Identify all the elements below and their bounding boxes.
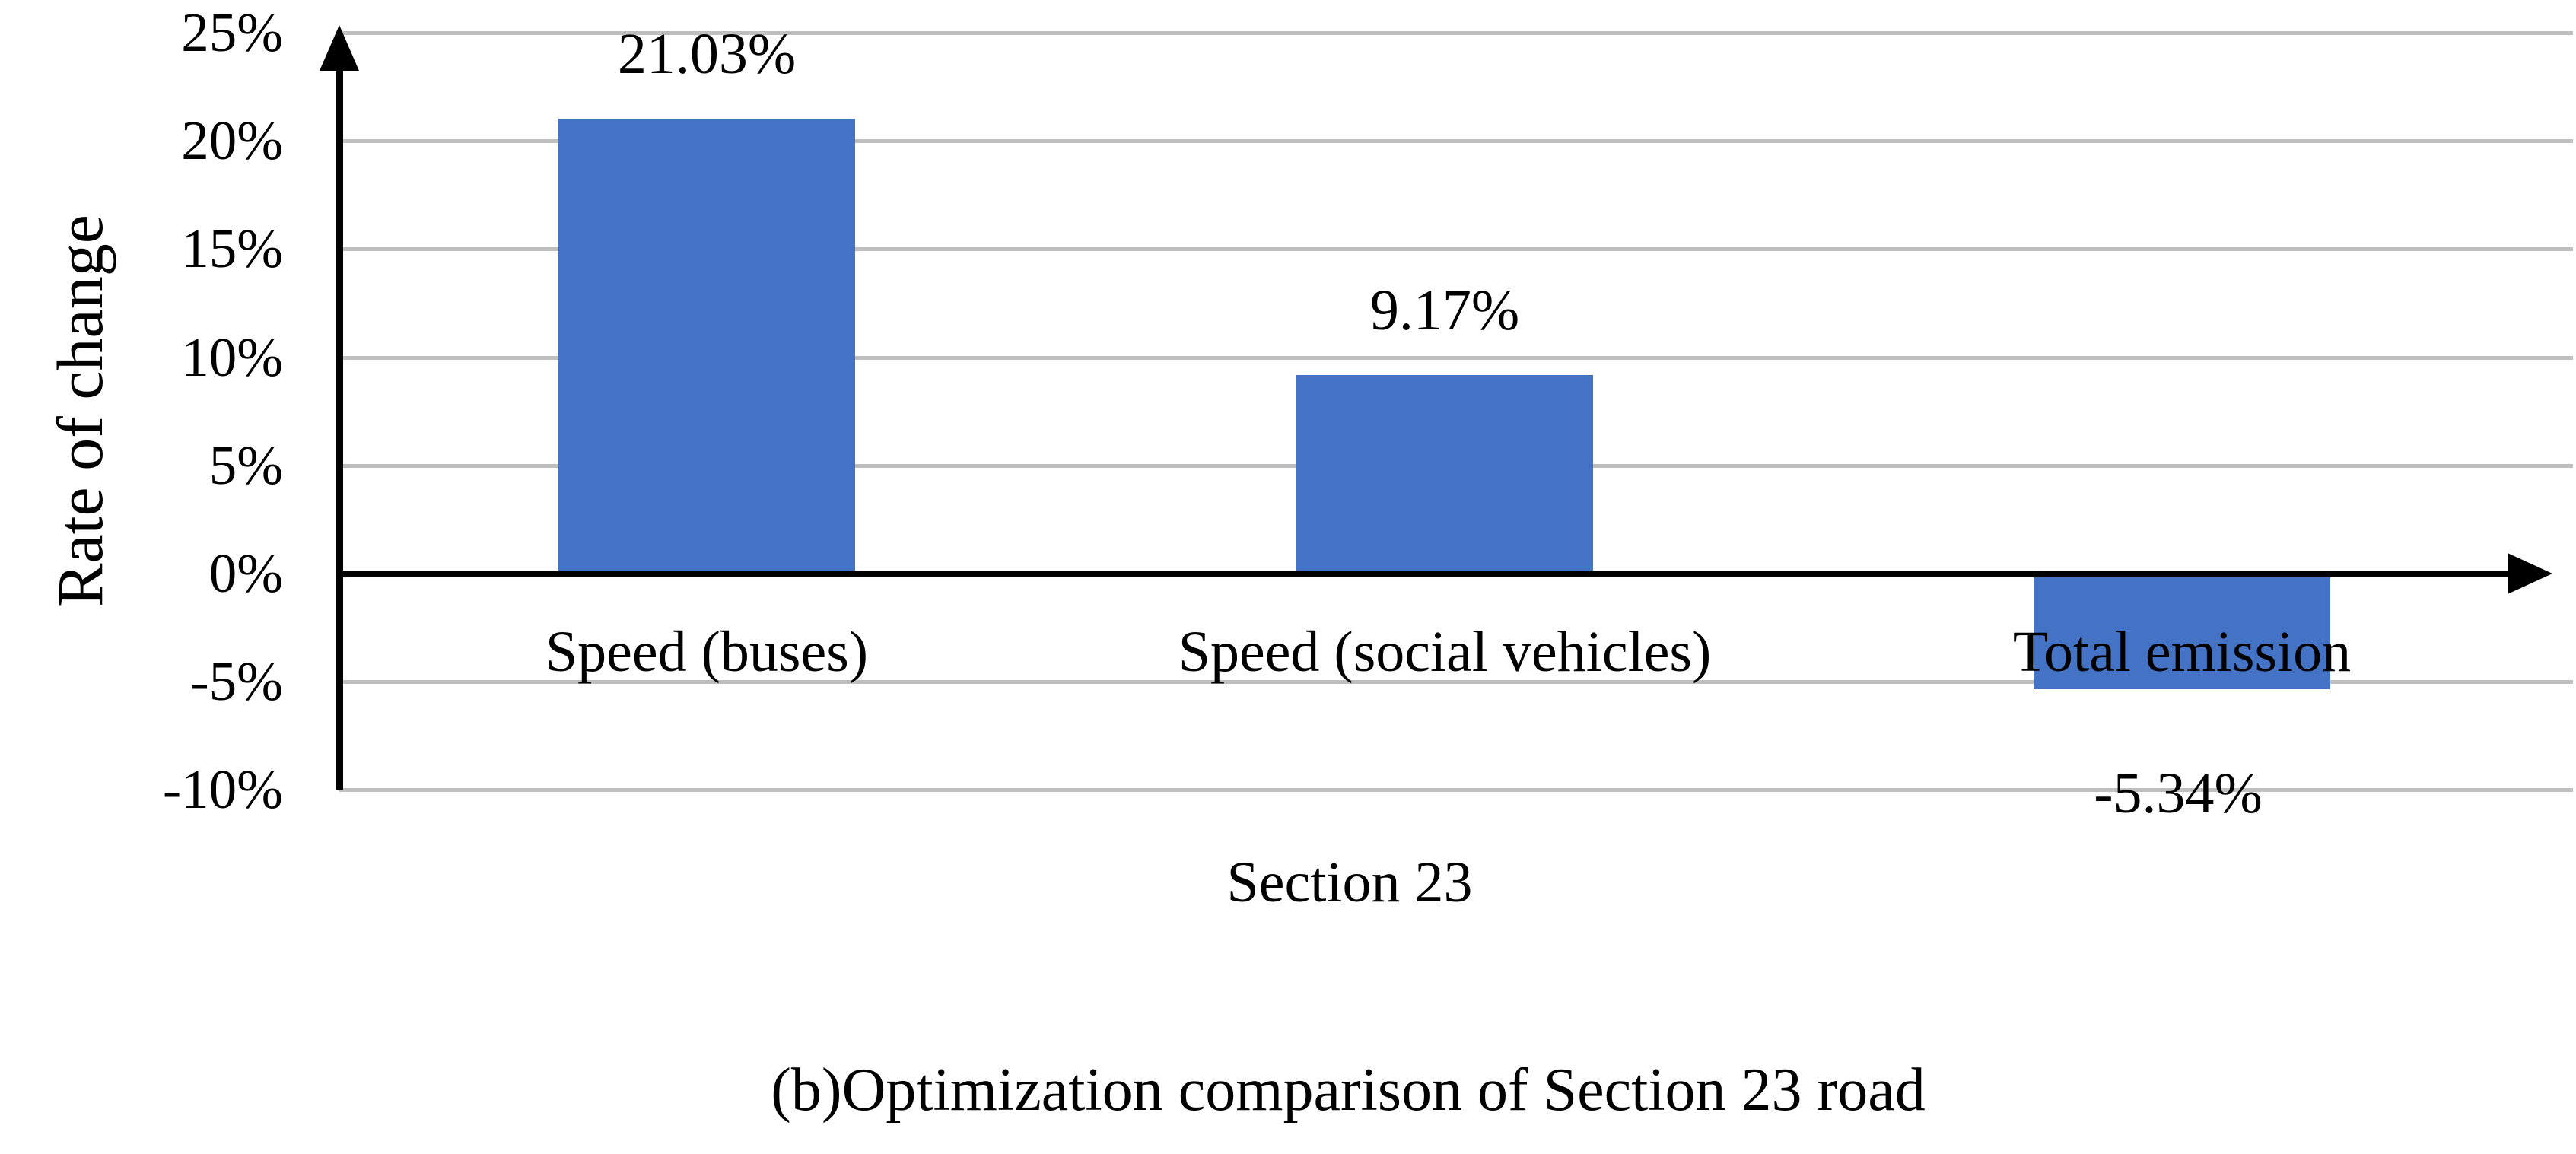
bar-total-emission	[2034, 574, 2330, 689]
data-label: 9.17%	[1369, 278, 1520, 343]
y-tick-label: 0%	[208, 542, 283, 604]
category-label: Speed (social vehicles)	[1178, 620, 1712, 684]
gridline-neg10pct	[339, 788, 2573, 792]
y-axis-arrow-icon	[320, 25, 359, 71]
y-axis-title: Rate of change	[43, 215, 116, 607]
data-label: 21.03%	[617, 21, 797, 86]
y-tick-label: 5%	[208, 434, 283, 496]
gridline-20pct	[339, 139, 2573, 143]
bar-speed-buses	[558, 118, 855, 574]
y-axis-line	[336, 67, 343, 790]
gridline-25pct	[339, 31, 2573, 35]
y-tick-label: 15%	[181, 218, 283, 279]
gridline-neg5pct	[339, 680, 2573, 684]
y-tick-label: -5%	[190, 650, 283, 712]
x-axis-title: Section 23	[1226, 850, 1473, 914]
x-axis-arrow-icon	[2508, 553, 2552, 594]
gridline-10pct	[339, 356, 2573, 360]
y-tick-label: -10%	[162, 758, 283, 820]
y-tick-label: 25%	[181, 2, 283, 63]
category-label: Total emission	[2012, 620, 2352, 684]
data-label: -5.34%	[2094, 761, 2263, 825]
y-tick-label: 10%	[181, 326, 283, 388]
bar-speed-social-vehicles	[1296, 375, 1593, 574]
y-tick-label: 20%	[181, 110, 283, 171]
gridline-15pct	[339, 247, 2573, 251]
x-axis-line	[337, 571, 2508, 577]
figure-caption: (b)Optimization comparison of Section 23…	[771, 1057, 1926, 1124]
category-label: Speed (buses)	[545, 620, 869, 684]
